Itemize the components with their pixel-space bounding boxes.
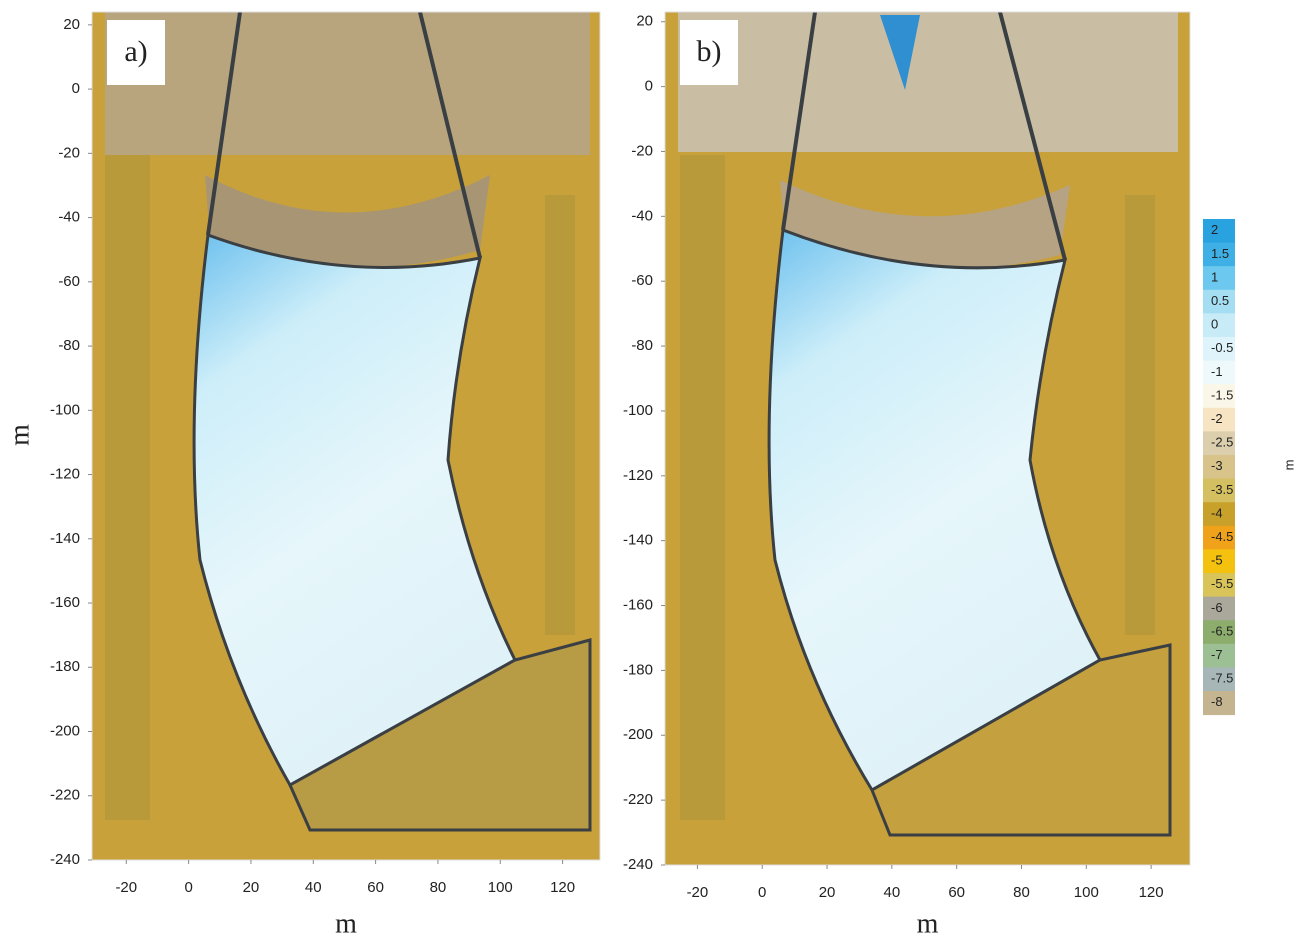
- y-tick-label: -20: [58, 144, 80, 161]
- x-tick-label: 20: [819, 884, 836, 901]
- colorbar-tick-label: -2.5: [1211, 435, 1233, 450]
- y-axis-label: m: [4, 424, 35, 446]
- colorbar-tick-label: -4.5: [1211, 529, 1233, 544]
- colorbar-tick-label: 0.5: [1211, 293, 1229, 308]
- y-tick-label: -80: [58, 337, 80, 354]
- y-tick-label: 0: [645, 78, 653, 95]
- x-tick-label: 40: [305, 879, 322, 896]
- y-tick-label: -160: [50, 594, 80, 611]
- y-tick-label: -200: [623, 726, 653, 743]
- colorbar-tick-label: -7: [1211, 647, 1223, 662]
- colorbar-label: m: [1281, 460, 1296, 471]
- colorbar-swatch: [1203, 266, 1235, 290]
- page: {"panels": [ {"label": "a)", "xlim": [-3…: [0, 0, 1307, 940]
- colorbar-tick-label: -6.5: [1211, 623, 1233, 638]
- colorbar-tick-label: 1.5: [1211, 246, 1229, 261]
- y-tick-label: -220: [50, 787, 80, 804]
- x-tick-label: 40: [884, 884, 901, 901]
- x-tick-label: 60: [948, 884, 965, 901]
- colorbar-swatch: [1203, 219, 1235, 243]
- y-tick-label: -40: [58, 209, 80, 226]
- x-tick-label: 100: [488, 879, 513, 896]
- x-tick-label: 100: [1074, 884, 1099, 901]
- y-tick-label: -60: [631, 272, 653, 289]
- y-tick-label: -140: [623, 532, 653, 549]
- colorbar-tick-label: 2: [1211, 222, 1218, 237]
- colorbar-tick-label: -3.5: [1211, 482, 1233, 497]
- x-tick-label: -20: [687, 884, 709, 901]
- y-tick-label: -180: [623, 661, 653, 678]
- y-tick-label: 20: [636, 13, 653, 30]
- colorbar-tick-label: -2: [1211, 411, 1223, 426]
- colorbar-tick-label: -4: [1211, 505, 1223, 520]
- colorbar-tick-label: -0.5: [1211, 340, 1233, 355]
- y-tick-label: -160: [623, 597, 653, 614]
- y-tick-label: -100: [623, 402, 653, 419]
- map-panel-a: [92, 12, 600, 860]
- x-tick-label: 60: [367, 879, 384, 896]
- map-panel-b: [665, 12, 1190, 865]
- y-tick-label: -20: [631, 142, 653, 159]
- panel-label: a): [124, 35, 147, 68]
- colorbar-tick-label: -6: [1211, 600, 1223, 615]
- x-tick-label: 120: [1139, 884, 1164, 901]
- colorbar-tick-label: -3: [1211, 458, 1223, 473]
- x-tick-label: -20: [115, 879, 137, 896]
- colorbar-swatch: [1203, 313, 1235, 337]
- colorbar-tick-label: -8: [1211, 694, 1223, 709]
- y-tick-label: -220: [623, 791, 653, 808]
- panel-label: b): [697, 35, 722, 68]
- y-tick-label: -240: [50, 851, 80, 868]
- y-tick-label: -200: [50, 722, 80, 739]
- x-axis-label: m: [335, 908, 357, 939]
- x-tick-label: 80: [430, 879, 447, 896]
- x-tick-label: 80: [1013, 884, 1030, 901]
- colorbar-tick-label: -1: [1211, 364, 1223, 379]
- y-tick-label: -40: [631, 207, 653, 224]
- y-tick-label: 0: [72, 80, 80, 97]
- y-tick-label: -120: [50, 466, 80, 483]
- x-axis-label: m: [917, 908, 939, 939]
- colorbar-tick-label: 0: [1211, 317, 1218, 332]
- y-tick-label: -60: [58, 273, 80, 290]
- colorbar-tick-label: -7.5: [1211, 671, 1233, 686]
- colorbar-tick-label: -5: [1211, 553, 1223, 568]
- colorbar-tick-label: 1: [1211, 269, 1218, 284]
- colorbar-tick-label: -1.5: [1211, 387, 1233, 402]
- x-tick-label: 20: [243, 879, 260, 896]
- y-tick-label: -240: [623, 856, 653, 873]
- y-tick-label: -140: [50, 530, 80, 547]
- y-tick-label: -180: [50, 658, 80, 675]
- x-tick-label: 0: [184, 879, 192, 896]
- y-tick-label: -120: [623, 467, 653, 484]
- figure: -20020406080100120200-20-40-60-80-100-12…: [0, 0, 1307, 940]
- colorbar-tick-label: -5.5: [1211, 576, 1233, 591]
- x-tick-label: 0: [758, 884, 766, 901]
- y-tick-label: -100: [50, 401, 80, 418]
- y-tick-label: -80: [631, 337, 653, 354]
- y-tick-label: 20: [63, 16, 80, 33]
- x-tick-label: 120: [550, 879, 575, 896]
